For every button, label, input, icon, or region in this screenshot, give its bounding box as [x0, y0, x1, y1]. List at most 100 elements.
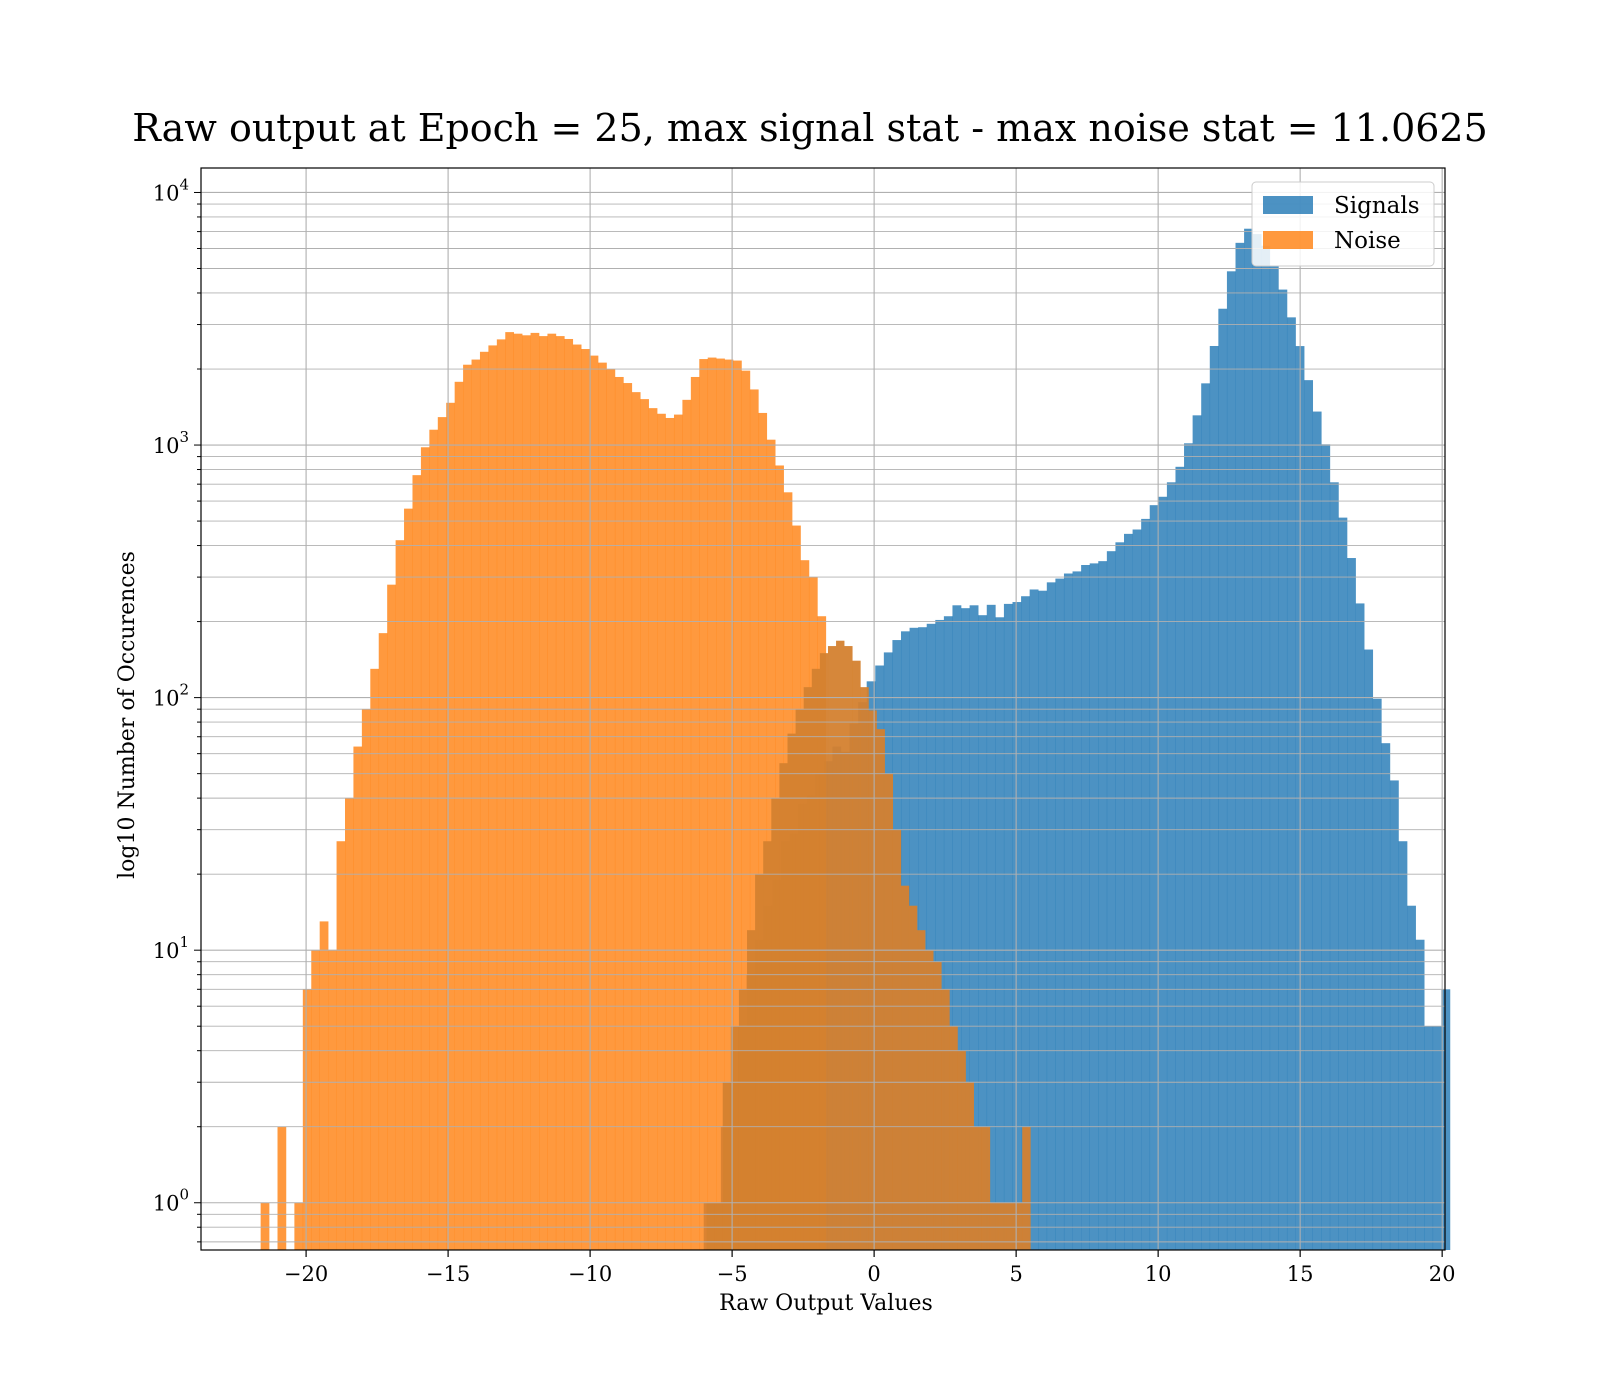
histogram-bar: [933, 961, 942, 1250]
x-tick-label: −5: [717, 1262, 748, 1286]
histogram-bar: [277, 1126, 287, 1250]
histogram-bar: [763, 841, 772, 1250]
histogram-bar: [1029, 589, 1039, 1250]
histogram-bar: [479, 351, 489, 1250]
histogram-bar: [755, 874, 764, 1250]
histogram-bar: [1098, 561, 1108, 1250]
histogram-bar: [1072, 571, 1082, 1250]
grid-lines: [201, 168, 1445, 1250]
histogram-bar: [589, 355, 599, 1250]
histogram-bar: [657, 413, 666, 1250]
histogram-bar: [1441, 989, 1451, 1250]
histogram-bar: [758, 412, 768, 1250]
histogram-bar: [1063, 573, 1073, 1250]
histogram-bar: [957, 1050, 966, 1250]
histogram-bar: [952, 605, 962, 1250]
histogram-bar: [412, 475, 422, 1250]
histogram-bar: [1012, 602, 1022, 1250]
histogram-bar: [827, 646, 837, 1250]
histogram-bar: [1286, 317, 1296, 1250]
histogram-bar: [530, 332, 540, 1250]
histogram-bar: [1338, 517, 1348, 1250]
histogram-bar: [978, 615, 988, 1250]
histogram-bar: [1158, 496, 1168, 1250]
histogram-bar: [378, 633, 388, 1250]
histogram-bar: [1312, 411, 1322, 1250]
histogram-bar: [505, 332, 515, 1250]
legend: Signals Noise: [1251, 181, 1435, 267]
histogram-bar: [1132, 529, 1142, 1250]
histogram-bar: [722, 1082, 732, 1250]
x-tick-label: −20: [284, 1262, 328, 1286]
histogram-bar: [900, 885, 910, 1250]
histogram-bar: [714, 1202, 724, 1250]
histogram-bar: [1355, 603, 1365, 1250]
histogram-bar: [1321, 444, 1331, 1250]
histogram-bar: [1201, 383, 1211, 1251]
histogram-bar: [925, 950, 934, 1250]
histogram-bar: [836, 640, 845, 1250]
histogram-bar: [420, 447, 430, 1250]
histogram-bar: [941, 989, 950, 1250]
histogram-bar: [1269, 265, 1279, 1250]
y-axis-ticks: 100 101 102 103 104: [153, 175, 201, 1243]
histogram-bar: [513, 333, 523, 1250]
histogram-bar: [1089, 563, 1099, 1250]
histogram-bar: [665, 417, 675, 1251]
histogram-bar: [1081, 565, 1090, 1250]
histogram-bar: [1252, 234, 1262, 1250]
histogram-bar: [361, 709, 371, 1250]
histogram-bar: [1055, 578, 1065, 1250]
histogram-bar: [336, 841, 346, 1250]
legend-label: Noise: [1334, 228, 1401, 254]
histogram-bar: [598, 362, 607, 1250]
histogram-bar: [429, 429, 439, 1251]
histogram-bar: [1006, 1202, 1015, 1250]
histogram-bar: [981, 1126, 991, 1250]
histogram-bar: [395, 540, 405, 1250]
histogram-bar: [1022, 1126, 1031, 1250]
histogram-bar: [1261, 245, 1271, 1250]
histogram-bar: [1192, 415, 1202, 1251]
histogram-bar: [969, 605, 979, 1250]
histogram-bar: [747, 930, 756, 1250]
histogram-bar: [926, 623, 936, 1250]
histogram-bar: [699, 359, 709, 1250]
legend-swatch: [1263, 196, 1313, 214]
histogram-bar: [811, 668, 821, 1250]
histogram-bar: [682, 399, 692, 1251]
histogram-bar: [707, 357, 717, 1250]
histogram-bar: [716, 358, 725, 1250]
histogram-bar: [852, 660, 861, 1250]
y-tick-label: 104: [153, 175, 189, 205]
histogram-bar: [387, 584, 396, 1250]
histogram-bar: [1278, 289, 1288, 1251]
histogram-bar: [1124, 533, 1133, 1250]
histogram-bar: [795, 709, 804, 1250]
histogram-bar: [555, 336, 565, 1251]
histogram-bar: [1021, 596, 1030, 1250]
histogram-bar: [844, 646, 853, 1250]
histogram-bar: [673, 414, 683, 1251]
histogram-bar: [1218, 308, 1228, 1251]
histogram-bar: [949, 1026, 958, 1250]
plot-area: −20 −15 −10 −5 0 5 10 15 20 100 101 102 103 104: [153, 167, 1456, 1286]
histogram-bar: [1184, 443, 1193, 1250]
histogram-bar: [730, 1026, 740, 1250]
histogram-bar: [311, 950, 320, 1250]
histogram-bar: [908, 905, 918, 1250]
histogram-bar: [741, 370, 751, 1250]
histogram-bar: [1432, 1026, 1442, 1250]
histogram-bar: [1038, 590, 1048, 1250]
histogram-bar: [294, 1202, 304, 1250]
histogram-bar: [640, 399, 649, 1250]
histogram-bar: [446, 402, 455, 1250]
histogram-bar: [917, 930, 926, 1250]
histogram-bar: [471, 359, 481, 1250]
histogram-bar: [260, 1202, 270, 1250]
histogram-bar: [868, 710, 877, 1250]
histogram-bar: [860, 687, 869, 1250]
histogram-bar: [935, 619, 945, 1250]
histogram-bar: [572, 344, 582, 1250]
x-tick-label: 10: [1145, 1262, 1172, 1286]
